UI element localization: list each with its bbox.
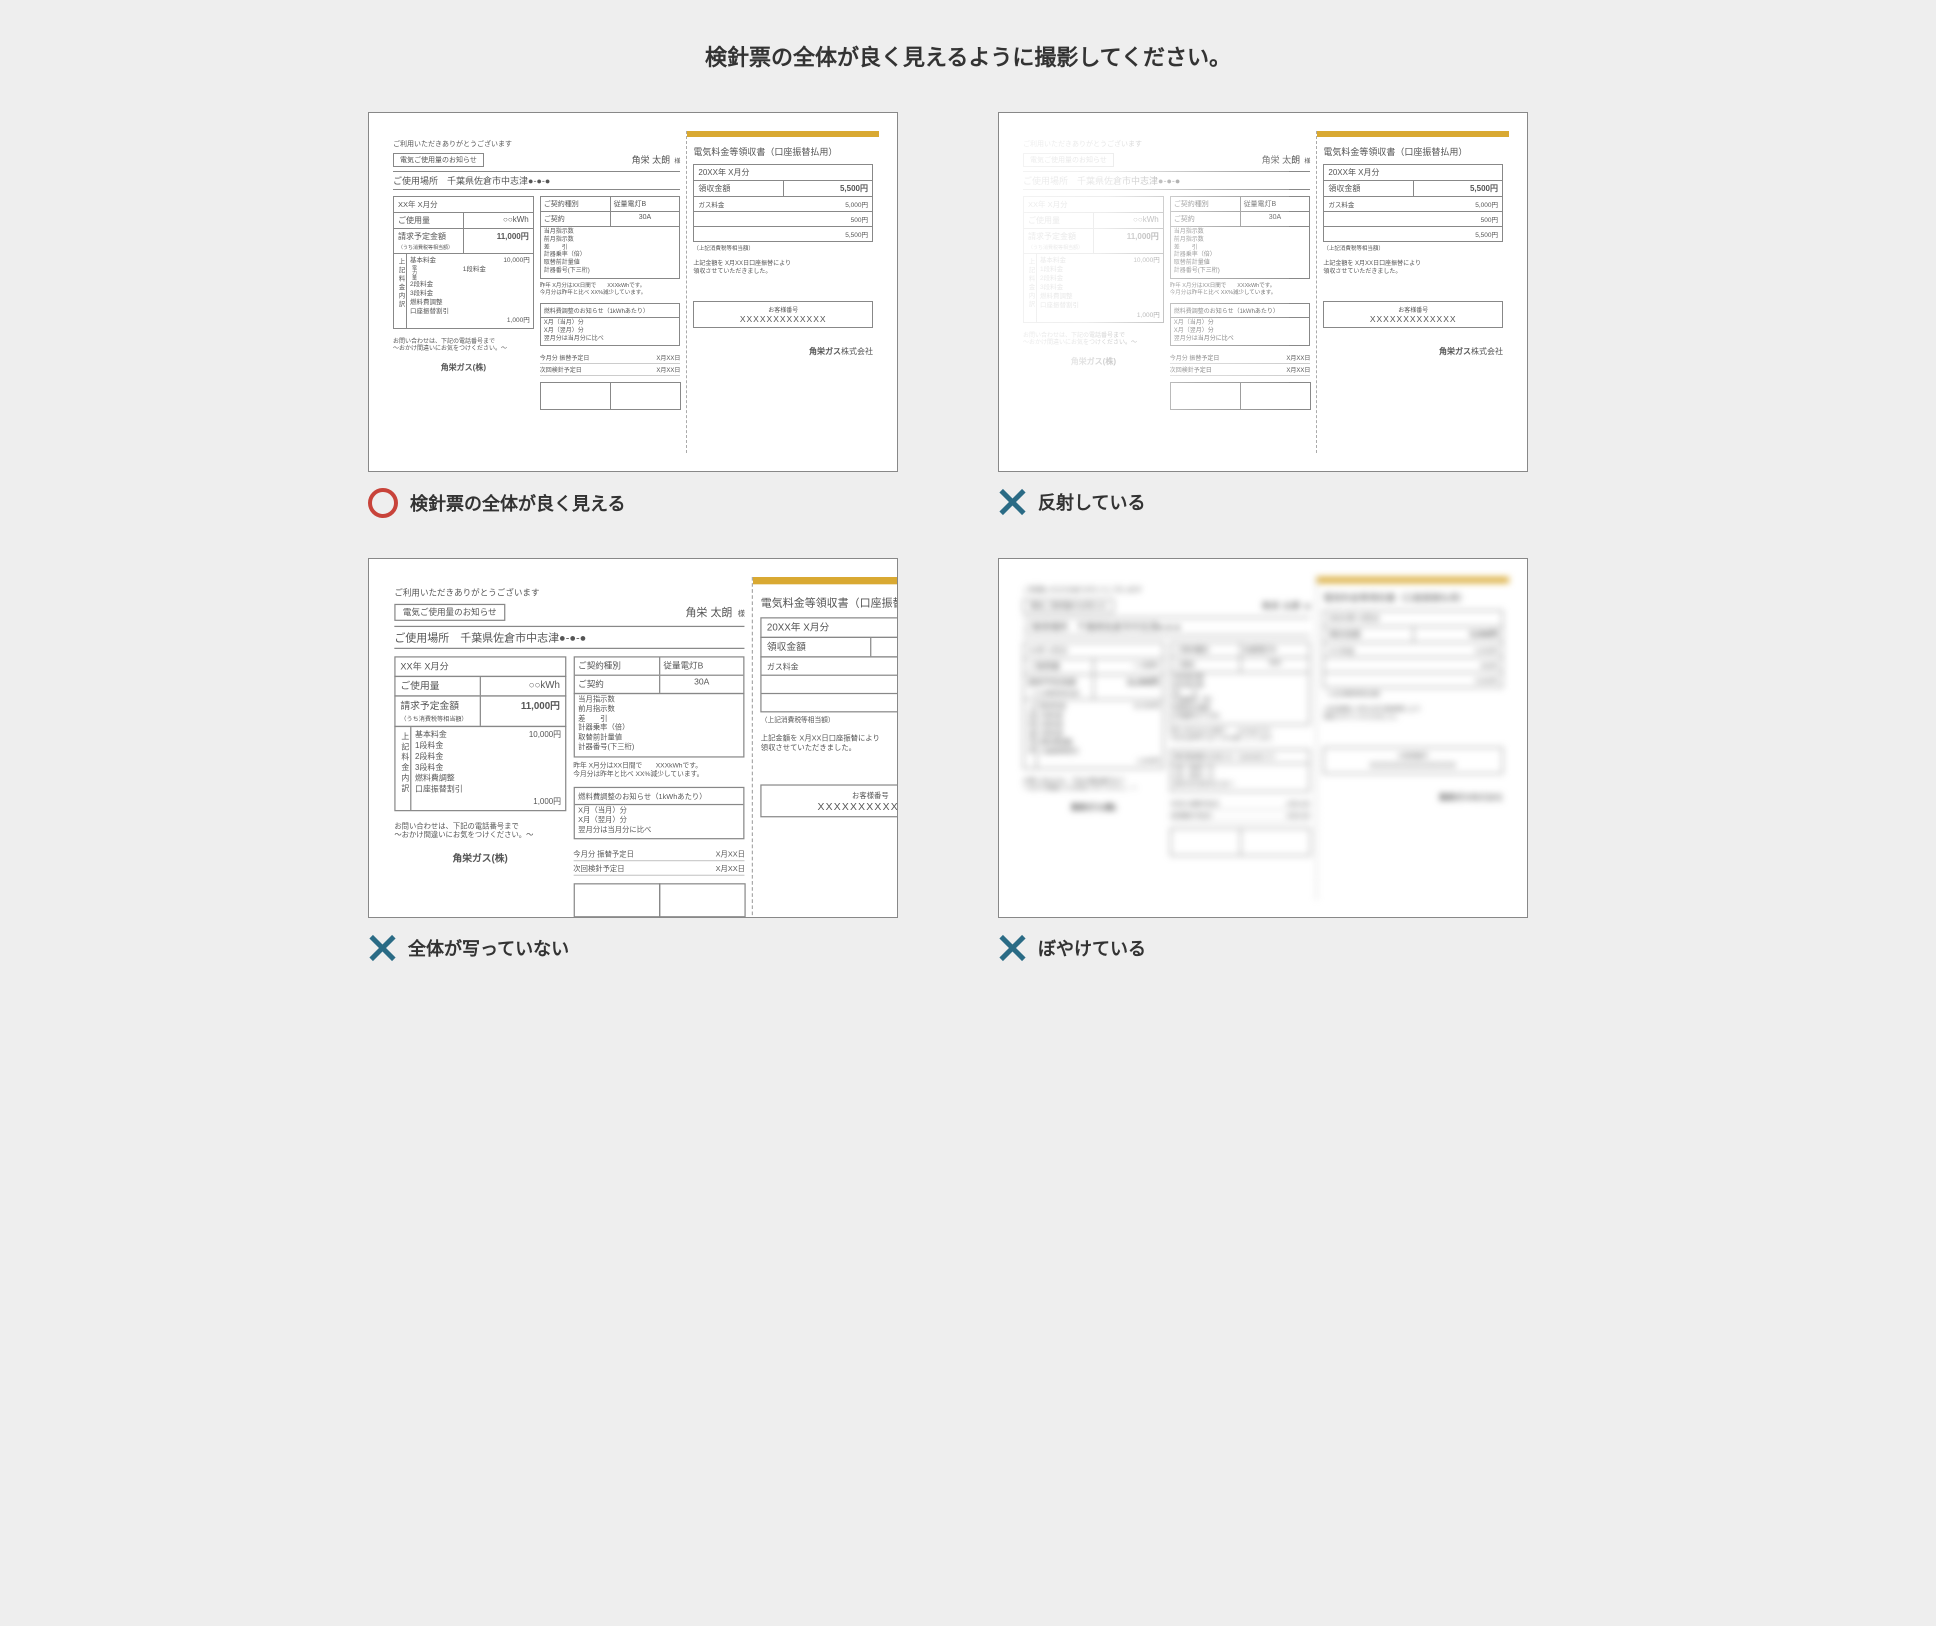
customer-name: 角栄 太朗 <box>632 155 671 165</box>
company-logo-right: 角栄ガス株式会社 <box>693 346 873 357</box>
receipt-detail: ガス料金5,000円 500円 5,500円 <box>693 196 873 242</box>
example-ok-frame: ご利用いただきありがとうございます 電気ご使用量のお知らせ 角栄 太朗 様 ご使… <box>368 112 898 472</box>
billing-slip: ご利用いただきありがとうございます 電気ご使用量のお知らせ角栄 太朗 様 ご使用… <box>1017 577 1509 899</box>
receipt-amount: 領収金額5,500円 <box>693 180 873 197</box>
example-cut-frame: ご利用いただきありがとうございます 電気ご使用量のお知らせ角栄 太朗 様 ご使用… <box>368 558 898 918</box>
receipt-note: 上記金額を X月XX日口座振替により 領収させていただきました。 <box>693 260 873 277</box>
billing-slip: ご利用いただきありがとうございます 電気ご使用量のお知らせ 角栄 太朗 様 ご使… <box>387 131 879 453</box>
caption-reflect: 反射している <box>998 488 1568 516</box>
usage-row: ご使用量○○kWh <box>393 212 534 229</box>
instruction-heading: 検針票の全体が良く見えるように撮影してください。 <box>368 40 1568 72</box>
greeting: ご利用いただきありがとうございます <box>393 139 680 149</box>
notice-label: 電気ご使用量のお知らせ <box>393 153 484 167</box>
example-reflect: ご利用いただきありがとうございます 電気ご使用量のお知らせ角栄 太朗 様 ご使用… <box>998 112 1568 518</box>
meter-note: 昨年 X月分はXX日間で XXXkWhです。 今月分は昨年と比べ XX%減少して… <box>540 283 681 297</box>
location-line: ご使用場所 千葉県佐倉市中志津●-●-● <box>393 174 680 190</box>
fuel-adjust: 燃料費調整のお知らせ（1kWhあたり） X月（当月）分 X月（翌月）分 翌月分は… <box>540 303 681 346</box>
caption-blur: ぼやけている <box>998 934 1568 962</box>
example-cut: ご利用いただきありがとうございます 電気ご使用量のお知らせ角栄 太朗 様 ご使用… <box>368 558 938 962</box>
schedule: 今月分 振替予定日X月XX日 次回検針予定日X月XX日 <box>540 352 681 376</box>
x-icon <box>998 488 1026 516</box>
company-logo-left: 角栄ガス(株) <box>393 362 534 373</box>
examples-grid: ご利用いただきありがとうございます 電気ご使用量のお知らせ 角栄 太朗 様 ご使… <box>368 112 1568 962</box>
billing-slip: ご利用いただきありがとうございます 電気ご使用量のお知らせ角栄 太朗 様 ご使用… <box>1017 131 1509 453</box>
contact-text: お問い合わせは、下記の電話番号まで ～おかけ間違いにお気をつけください。～ <box>393 339 534 355</box>
customer-number-box: お客様番号 XXXXXXXXXXXXX <box>693 301 873 328</box>
example-ok: ご利用いただきありがとうございます 電気ご使用量のお知らせ 角栄 太朗 様 ご使… <box>368 112 938 518</box>
x-icon <box>368 934 396 962</box>
period: XX年 X月分 <box>393 196 534 213</box>
caption-ok: 検針票の全体が良く見える <box>368 488 938 518</box>
example-blur-frame: ご利用いただきありがとうございます 電気ご使用量のお知らせ角栄 太朗 様 ご使用… <box>998 558 1528 918</box>
x-icon <box>998 934 1026 962</box>
blank-boxes <box>540 382 681 410</box>
billing-slip: ご利用いただきありがとうございます 電気ご使用量のお知らせ角栄 太朗 様 ご使用… <box>387 577 898 918</box>
receipt-title: 電気料金等領収書（口座振替払用） <box>693 145 873 158</box>
example-reflect-frame: ご利用いただきありがとうございます 電気ご使用量のお知らせ角栄 太朗 様 ご使用… <box>998 112 1528 472</box>
caption-cut: 全体が写っていない <box>368 934 938 962</box>
ok-icon <box>368 488 398 518</box>
receipt-period: 20XX年 X月分 <box>693 164 873 181</box>
bill-row: 請求予定金額（うち消費税等相当額）11,000円 <box>393 228 534 254</box>
contract-grid: ご契約種別従量電灯B ご契約30A <box>540 196 681 227</box>
receipt-tax: （上記消費税等相当額） <box>693 244 873 252</box>
breakdown: 上記料金内訳 基本料金10,000円 電力量1段料金 2段料金 3段料金 燃料費… <box>393 253 534 329</box>
gold-bar <box>687 131 879 137</box>
meter-readings: 当月指示数前月指示数差 引計器乗率（倍）取替前計量値計器番号(下三桁) <box>540 226 681 279</box>
example-blur: ご利用いただきありがとうございます 電気ご使用量のお知らせ角栄 太朗 様 ご使用… <box>998 558 1568 962</box>
